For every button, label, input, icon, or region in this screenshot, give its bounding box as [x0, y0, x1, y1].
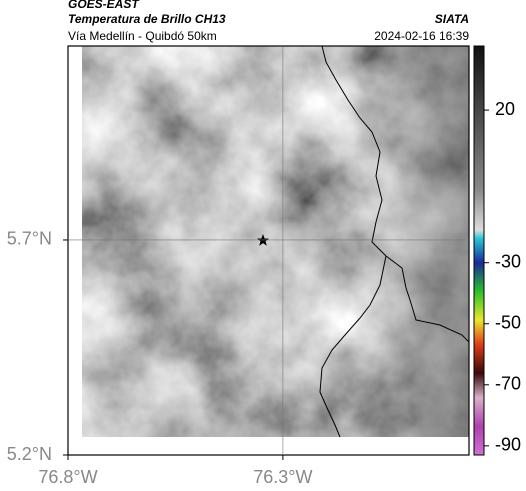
colorbar	[473, 45, 485, 456]
source: SIATA	[435, 12, 469, 26]
colorbar-tick-label: -70	[495, 374, 521, 394]
satellite: GOES-EAST	[68, 0, 140, 11]
borders	[319, 45, 470, 438]
map-frame	[67, 45, 470, 456]
colorbar-tick-label: -50	[495, 313, 521, 333]
image-shade	[82, 46, 469, 437]
lon-tick-label: 76.8°W	[38, 467, 97, 487]
lon-tick-label: 76.3°W	[253, 467, 312, 487]
title: Temperatura de Brillo CH13	[68, 12, 226, 26]
datetime: 2024-02-16 16:39	[374, 29, 469, 43]
lat-tick-label: 5.7°N	[7, 229, 52, 249]
subtitle: Vía Medellín - Quibdó 50km	[68, 29, 217, 43]
colorbar-tick-label: 20	[495, 99, 515, 119]
lat-tick-label: 5.2°N	[7, 444, 52, 464]
colorbar-tick-label: -90	[495, 435, 521, 455]
colorbar-tick-label: -30	[495, 251, 521, 271]
